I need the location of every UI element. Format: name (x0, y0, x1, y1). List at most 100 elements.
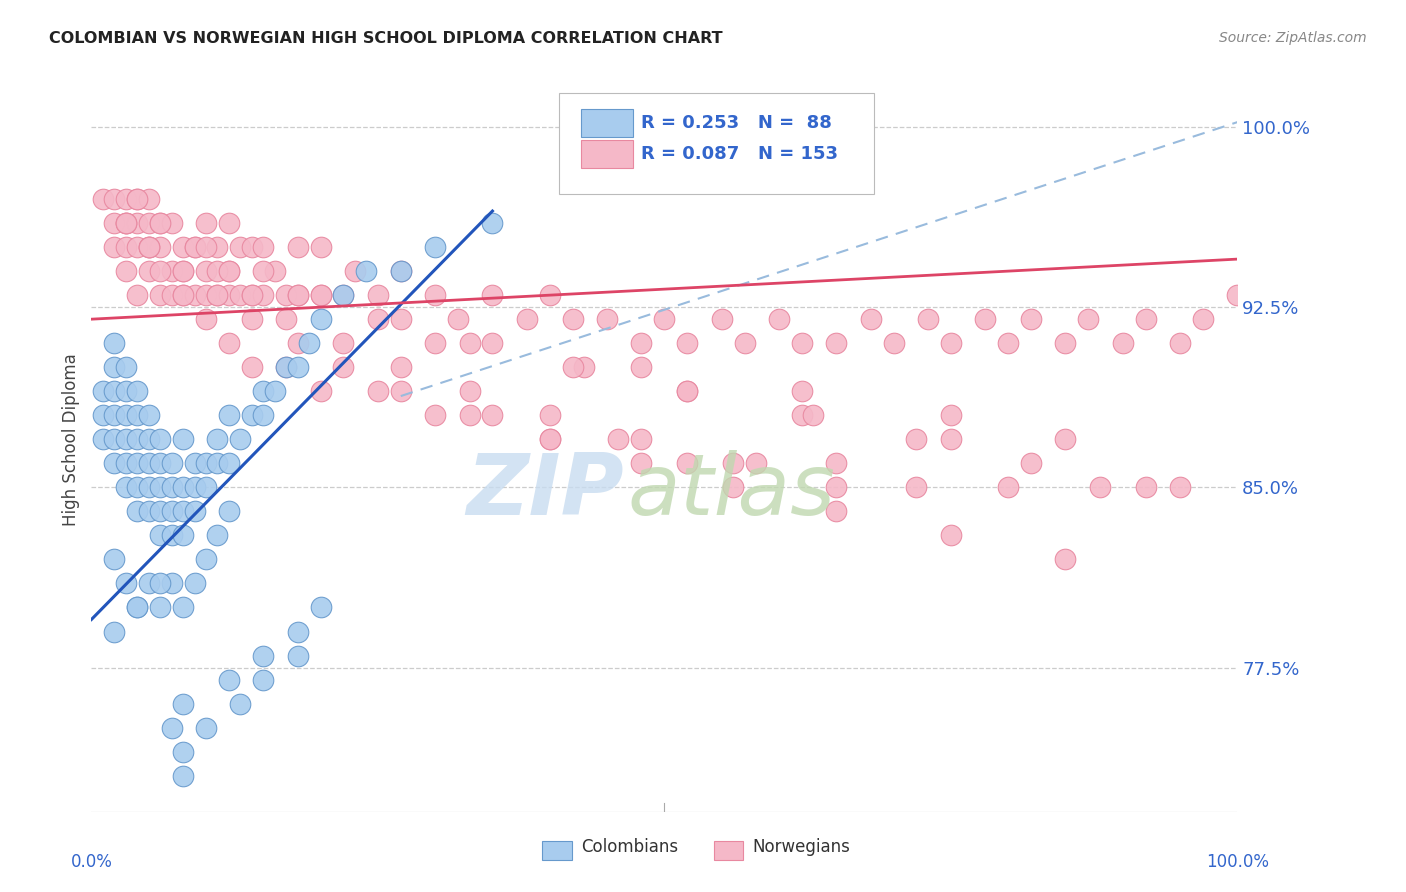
Point (183, 240, 205, 254)
Point (389, 312, 412, 326)
Point (172, 769, 194, 783)
Point (183, 288, 205, 302)
Point (172, 288, 194, 302)
Point (127, 192, 149, 206)
Point (127, 192, 149, 206)
Point (1135, 480, 1157, 494)
Point (309, 312, 332, 326)
Point (790, 336, 813, 351)
Point (481, 216, 503, 230)
Point (149, 600, 172, 615)
Point (1054, 336, 1077, 351)
Point (172, 432, 194, 446)
Point (710, 312, 733, 326)
Point (149, 576, 172, 591)
Point (389, 360, 412, 375)
Point (91, 432, 114, 446)
Point (103, 192, 125, 206)
FancyBboxPatch shape (560, 93, 875, 194)
Point (596, 312, 619, 326)
FancyBboxPatch shape (541, 841, 571, 860)
Point (127, 456, 149, 470)
Point (1019, 456, 1042, 470)
Point (423, 409, 446, 423)
Point (287, 240, 309, 254)
Point (149, 264, 172, 278)
Point (149, 432, 172, 446)
Point (825, 456, 848, 470)
Point (138, 240, 160, 254)
Point (905, 480, 928, 494)
Text: Colombians: Colombians (581, 838, 678, 855)
Point (1135, 312, 1157, 326)
Point (229, 288, 252, 302)
Point (138, 504, 160, 518)
Point (207, 528, 229, 542)
Point (356, 264, 378, 278)
Point (172, 504, 194, 518)
Point (298, 336, 321, 351)
Point (160, 456, 183, 470)
Point (194, 552, 217, 566)
Point (676, 384, 699, 399)
Point (194, 288, 217, 302)
Point (332, 360, 354, 375)
Point (423, 336, 446, 351)
Point (939, 336, 962, 351)
Point (939, 528, 962, 542)
Point (207, 288, 229, 302)
Point (114, 409, 136, 423)
Point (538, 409, 561, 423)
Point (745, 456, 768, 470)
Point (882, 336, 904, 351)
Point (332, 336, 354, 351)
Point (240, 288, 263, 302)
Point (768, 312, 790, 326)
Point (127, 480, 149, 494)
Text: R = 0.253   N =  88: R = 0.253 N = 88 (641, 114, 832, 132)
Point (561, 312, 583, 326)
Point (160, 721, 183, 735)
Point (721, 480, 744, 494)
Point (734, 336, 756, 351)
Point (194, 456, 217, 470)
Point (676, 384, 699, 399)
Point (138, 480, 160, 494)
Point (103, 624, 125, 639)
Point (676, 336, 699, 351)
Text: COLOMBIAN VS NORWEGIAN HIGH SCHOOL DIPLOMA CORRELATION CHART: COLOMBIAN VS NORWEGIAN HIGH SCHOOL DIPLO… (49, 31, 723, 46)
Point (138, 432, 160, 446)
Point (367, 312, 389, 326)
Point (114, 216, 136, 230)
Point (103, 360, 125, 375)
Point (801, 409, 824, 423)
Point (218, 264, 240, 278)
Point (481, 288, 503, 302)
Point (114, 360, 136, 375)
Point (138, 456, 160, 470)
Point (252, 673, 274, 687)
Point (343, 264, 366, 278)
Point (516, 312, 538, 326)
Point (127, 240, 149, 254)
Point (207, 456, 229, 470)
Text: ZIP: ZIP (467, 450, 624, 533)
Point (218, 216, 240, 230)
Point (676, 456, 699, 470)
Y-axis label: High School Diploma: High School Diploma (62, 353, 80, 525)
Text: Source: ZipAtlas.com: Source: ZipAtlas.com (1219, 31, 1367, 45)
Point (160, 264, 183, 278)
Point (974, 312, 997, 326)
Point (652, 312, 675, 326)
Point (287, 648, 309, 663)
Point (207, 432, 229, 446)
Point (172, 240, 194, 254)
Point (183, 576, 205, 591)
Point (194, 264, 217, 278)
Point (481, 336, 503, 351)
Point (458, 336, 481, 351)
Text: R = 0.087   N = 153: R = 0.087 N = 153 (641, 145, 838, 163)
Point (1054, 552, 1077, 566)
Point (790, 384, 813, 399)
Point (287, 288, 309, 302)
